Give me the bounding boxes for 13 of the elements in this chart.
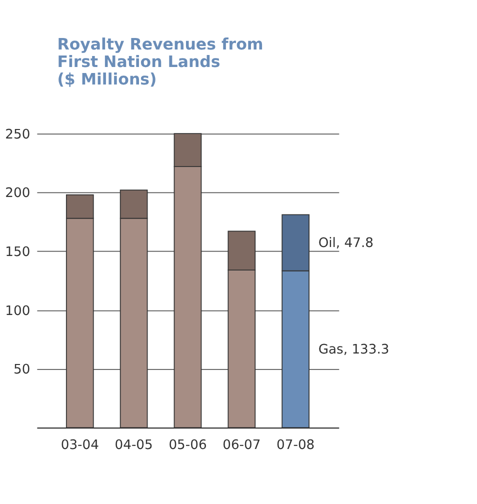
y-tick-label: 100 bbox=[5, 304, 30, 319]
y-tick-label: 50 bbox=[14, 362, 30, 378]
x-tick-label: 04-05 bbox=[114, 438, 153, 454]
y-tick-label: 200 bbox=[5, 186, 30, 202]
x-tick-label: 07-08 bbox=[276, 438, 315, 454]
annotation: Gas, 133.3 bbox=[318, 342, 390, 358]
y-tick-label: 250 bbox=[5, 127, 30, 142]
x-tick-label: 03-04 bbox=[60, 438, 99, 454]
chart-title: Royalty Revenues from First Nation Lands ($ Millions) bbox=[57, 34, 264, 89]
x-tick-label: 05-06 bbox=[168, 438, 207, 454]
annotation: Oil, 47.8 bbox=[318, 236, 374, 252]
x-tick-label: 06-07 bbox=[222, 438, 261, 454]
y-tick-label: 150 bbox=[5, 245, 30, 260]
